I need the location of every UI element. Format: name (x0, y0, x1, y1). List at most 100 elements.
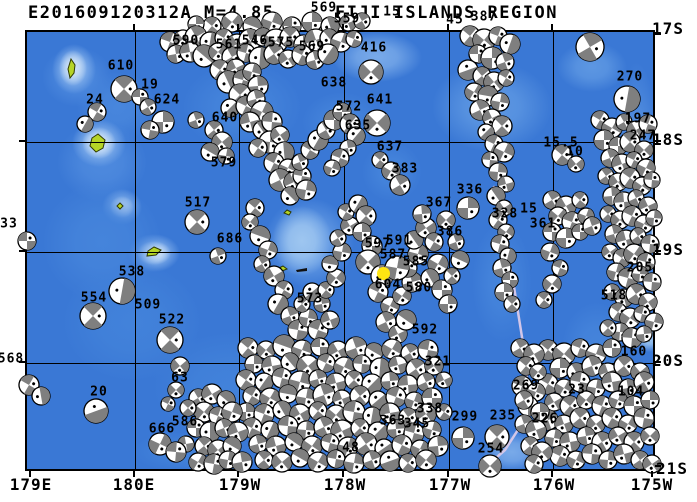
focal-mechanism-beachball (317, 43, 339, 65)
depth-label: 19 (141, 77, 159, 93)
depth-label: 586 (171, 414, 199, 430)
depth-label: 546 (241, 33, 269, 49)
focal-mechanism-beachball (438, 294, 458, 314)
focal-mechanism-beachball (389, 174, 411, 196)
focal-mechanism-beachball (613, 85, 641, 113)
focal-mechanism-beachball (379, 450, 401, 472)
focal-mechanism-beachball (353, 12, 371, 30)
focal-mechanism-beachball (248, 434, 268, 454)
focal-mechanism-beachball (642, 454, 662, 474)
depth-label: 637 (376, 139, 404, 155)
focal-mechanism-beachball (295, 179, 317, 201)
grid-line-meridian (135, 32, 136, 469)
grid-line-parallel (27, 142, 653, 143)
depth-label: 226 (531, 411, 559, 427)
island (116, 202, 124, 210)
depth-label: 160 (620, 344, 648, 360)
focal-mechanism-beachball (633, 371, 655, 393)
focal-mechanism-beachball (581, 443, 603, 465)
focal-mechanism-beachball (284, 432, 304, 452)
focal-mechanism-beachball (540, 242, 560, 262)
axis-tick (19, 250, 25, 252)
focal-mechanism-beachball (503, 295, 521, 313)
focal-mechanism-beachball (254, 372, 274, 392)
axis-tick (651, 471, 653, 477)
focal-mechanism-beachball (363, 109, 391, 137)
focal-mechanism-beachball (424, 232, 444, 252)
focal-mechanism-beachball (139, 98, 157, 116)
depth-label: 345 (403, 416, 431, 432)
depth-label: 559 (333, 11, 361, 27)
depth-label: 592 (411, 322, 439, 338)
focal-mechanism-beachball (613, 443, 635, 465)
focal-mechanism-beachball (633, 407, 655, 429)
island (67, 57, 76, 80)
focal-mechanism-beachball (495, 52, 515, 72)
depth-label: 321 (424, 354, 452, 370)
focal-mechanism-beachball (301, 435, 323, 457)
focal-mechanism-beachball (254, 450, 274, 470)
focal-mechanism-beachball (156, 326, 184, 354)
depth-label: 336 (456, 182, 484, 198)
focal-mechanism-beachball (569, 407, 591, 429)
focal-mechanism-beachball (321, 255, 339, 273)
focal-mechanism-beachball (551, 144, 573, 166)
focal-mechanism-beachball (524, 454, 544, 474)
focal-mechanism-beachball (642, 272, 662, 292)
latitude-label: 17S (652, 19, 684, 38)
focal-mechanism-beachball (278, 384, 298, 404)
latitude-label: 19S (652, 240, 684, 259)
depth-label: 235 (489, 408, 517, 424)
focal-mechanism-beachball (544, 392, 564, 412)
focal-mechanism-beachball (235, 369, 257, 391)
latitude-label: 20S (652, 351, 684, 370)
focal-mechanism-beachball (525, 419, 547, 441)
highlighted-event-dot (376, 266, 390, 280)
depth-label: 269 (512, 378, 540, 394)
focal-mechanism-beachball (209, 247, 227, 265)
depth-label: 416 (360, 40, 388, 56)
depth-label: 383 (391, 161, 419, 177)
focal-mechanism-beachball (630, 450, 650, 470)
longitude-label: 179E (9, 475, 53, 494)
longitude-label: 179W (218, 475, 262, 494)
focal-mechanism-beachball (567, 155, 585, 173)
longitude-label: 178W (323, 475, 367, 494)
focal-mechanism-beachball (352, 354, 372, 374)
focal-mechanism-beachball (364, 342, 384, 362)
focal-mechanism-beachball (415, 449, 437, 471)
focal-mechanism-beachball (160, 396, 176, 412)
focal-mechanism-beachball (638, 114, 658, 134)
depth-label: 561 (215, 37, 243, 53)
focal-mechanism-beachball (427, 435, 449, 457)
focal-mechanism-beachball (443, 267, 461, 285)
axis-tick (133, 24, 135, 30)
focal-mechanism-beachball (582, 216, 602, 236)
focal-mechanism-beachball (640, 426, 660, 446)
focal-mechanism-beachball (422, 420, 442, 440)
latitude-label: 21S (656, 459, 688, 478)
focal-mechanism-beachball (645, 209, 663, 227)
focal-mechanism-beachball (491, 115, 513, 137)
depth-label: 686 (216, 231, 244, 247)
focal-mechanism-beachball (271, 451, 293, 473)
focal-mechanism-beachball (535, 291, 553, 309)
focal-mechanism-beachball (344, 370, 364, 390)
depth-label: 597 (364, 236, 392, 252)
depth-label: 575 (267, 35, 295, 51)
depth-label: 386 (436, 224, 464, 240)
axis-tick (655, 250, 661, 252)
axis-tick (655, 140, 661, 142)
focal-mechanism-beachball (323, 159, 341, 177)
axis-tick (447, 24, 449, 30)
depth-label: 666 (148, 421, 176, 437)
depth-label: 63 (171, 370, 189, 386)
focal-mechanism-beachball (108, 277, 136, 305)
grid-line-meridian (239, 32, 240, 469)
depth-label: 517 (184, 195, 212, 211)
focal-mechanism-beachball (140, 120, 160, 140)
depth-label: 254 (477, 441, 505, 457)
focal-mechanism-beachball (339, 113, 361, 135)
depth-label: 587 (379, 247, 407, 263)
